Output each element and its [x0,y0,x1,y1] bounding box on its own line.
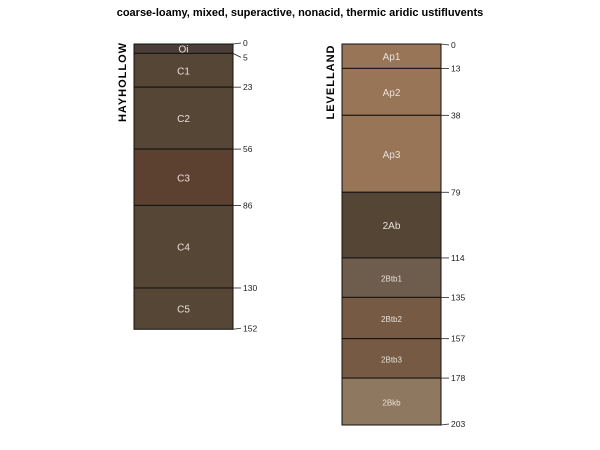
horizon-ap1 [341,43,442,69]
horizon-c2 [133,86,234,150]
horizon-label: 2Btb3 [381,355,402,364]
horizon-2btb3 [341,338,442,379]
depth-tick [232,53,242,58]
depth-label: 56 [243,144,253,154]
depth-tick [440,423,450,426]
horizon-label: C4 [177,243,190,254]
horizon-label: 2Ab [383,221,401,232]
horizon-2bkb [341,377,442,426]
horizon-label: C5 [177,305,190,316]
depth-label: 0 [243,38,248,48]
figure-title: coarse-loamy, mixed, superactive, nonaci… [117,7,484,19]
depth-label: 152 [243,323,257,333]
depth-tick [232,327,242,330]
horizon-label: C1 [177,66,190,77]
profile-levelland: LEVELLAND Ap1 Ap2 Ap3 2Ab 2Btb1 2Btb2 2Btb3 2Bkb… [325,40,465,429]
depth-label: 135 [451,292,465,302]
horizon-label: Oi [179,45,189,56]
depth-label: 203 [451,419,465,429]
profile-hayhollow: HAYHOLLOW Oi C1 C2 C3 C4 C5 0 5 23 56 86 130 152 [117,38,257,333]
depth-label: 23 [243,82,253,92]
depth-tick [440,43,450,46]
horizon-label: C3 [177,173,190,184]
horizon-label: 2Btb1 [381,275,402,284]
depth-label: 13 [451,63,461,73]
horizon-label: Ap2 [383,88,401,99]
profile-name: HAYHOLLOW [117,42,129,122]
depth-label: 114 [451,253,465,263]
depth-label: 0 [451,40,456,50]
horizon-label: Ap3 [383,150,401,161]
depth-label: 79 [451,187,461,197]
depth-label: 5 [243,52,248,62]
horizon-label: 2Btb2 [381,315,402,324]
profiles: HAYHOLLOW OiC1C2C3C4C505235686130152LEVEL… [117,38,465,429]
depth-label: 157 [451,334,465,344]
depth-label: 130 [243,283,257,293]
depth-tick [232,42,242,45]
horizon-c4 [133,204,234,289]
depth-label: 38 [451,110,461,120]
horizon-label: C2 [177,114,190,125]
profile-name: LEVELLAND [325,45,337,120]
horizon-2btb2 [341,296,442,340]
horizon-c3 [133,148,234,206]
depth-label: 178 [451,373,465,383]
horizon-label: 2Bkb [382,399,401,408]
horizon-label: Ap1 [383,52,401,63]
horizon-c1 [133,52,234,88]
depth-label: 86 [243,200,253,210]
